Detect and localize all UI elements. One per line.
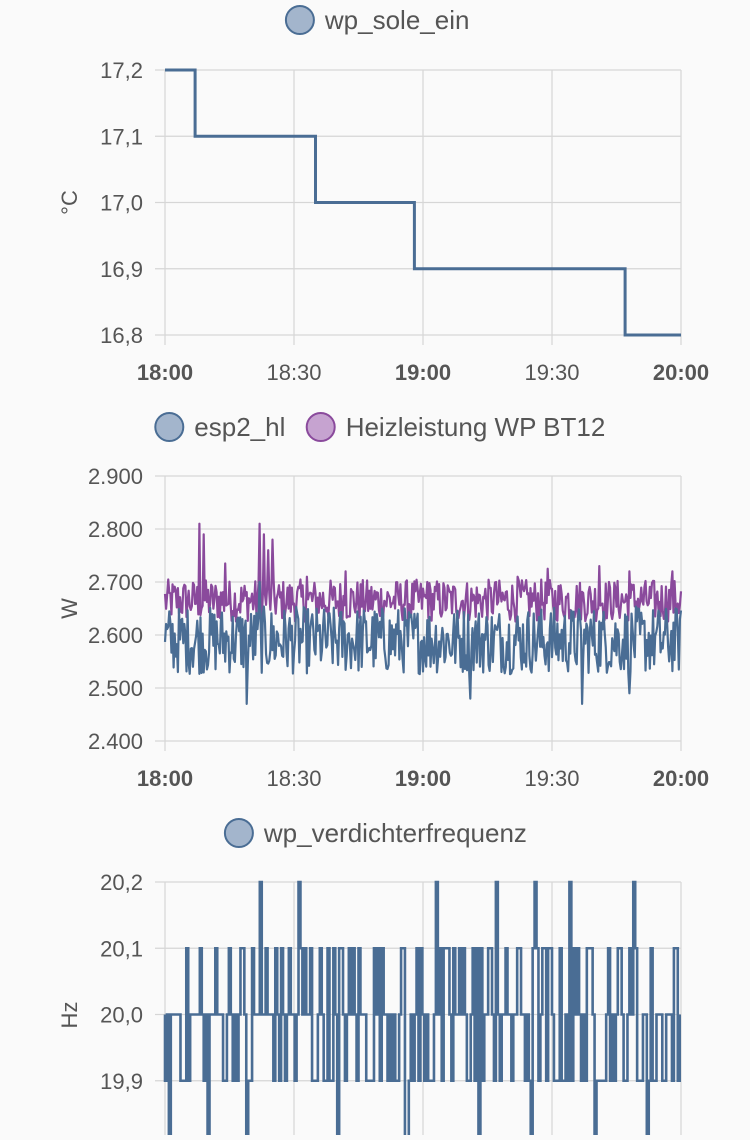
- y-tick-label: 20,2: [100, 870, 143, 895]
- legend-item-esp2-hl[interactable]: esp2_hl: [154, 412, 285, 442]
- legend[interactable]: wp_sole_ein: [284, 5, 470, 35]
- legend-item-wp-verdichterfrequenz[interactable]: wp_verdichterfrequenz: [223, 818, 527, 848]
- x-tick-label: 18:30: [266, 360, 321, 385]
- legend-label: Heizleistung WP BT12: [346, 412, 606, 442]
- y-tick-label: 16,9: [100, 257, 143, 282]
- x-tick-label: 20:00: [653, 360, 709, 385]
- y-tick-label: 2.600: [88, 623, 143, 648]
- y-tick-label: 2.800: [88, 517, 143, 542]
- x-tick-label: 20:00: [653, 766, 709, 791]
- y-axis-label: W: [57, 598, 82, 619]
- x-tick-label: 19:30: [524, 360, 579, 385]
- x-tick-label: 19:00: [395, 360, 451, 385]
- legend-label: wp_verdichterfrequenz: [263, 818, 527, 848]
- y-tick-label: 2.400: [88, 729, 143, 754]
- legend-swatch: [154, 412, 185, 442]
- legend-item-heizleistung-wp-bt12[interactable]: Heizleistung WP BT12: [305, 412, 606, 442]
- x-tick-label: 19:30: [524, 766, 579, 791]
- legend-label: wp_sole_ein: [324, 5, 470, 35]
- legend-swatch: [284, 5, 315, 35]
- y-axis-label: °C: [57, 190, 82, 215]
- series-line: [163, 522, 683, 623]
- series-line: [165, 68, 681, 337]
- series-line: [163, 880, 682, 1135]
- x-tick-label: 19:00: [395, 766, 451, 791]
- y-tick-label: 17,0: [100, 191, 143, 216]
- y-tick-label: 16,8: [100, 323, 143, 348]
- x-tick-label: 18:00: [137, 360, 193, 385]
- legend-swatch: [223, 818, 254, 848]
- y-tick-label: 2.700: [88, 570, 143, 595]
- y-tick-label: 17,1: [100, 124, 143, 149]
- series-line: [163, 580, 683, 705]
- legend-label: esp2_hl: [194, 412, 285, 442]
- x-tick-label: 18:30: [266, 766, 321, 791]
- y-tick-label: 20,0: [100, 1003, 143, 1028]
- legend-swatch: [305, 412, 336, 442]
- y-tick-label: 19,9: [100, 1069, 143, 1094]
- legend[interactable]: wp_verdichterfrequenz: [223, 818, 527, 848]
- x-tick-label: 18:00: [137, 766, 193, 791]
- legend[interactable]: esp2_hl Heizleistung WP BT12: [154, 412, 606, 442]
- y-tick-label: 2.900: [88, 464, 143, 489]
- y-tick-label: 20,1: [100, 936, 143, 961]
- y-tick-label: 2.500: [88, 676, 143, 701]
- chart-wp-sole-ein: wp_sole_ein 17,2 17,1 17,0 16,9 16,8 18:00 18:3…: [57, 5, 709, 385]
- legend-item-wp-sole-ein[interactable]: wp_sole_ein: [284, 5, 470, 35]
- chart-verdichterfrequenz: wp_verdichterfrequenz 20,2 20,1 20,0 19,9 Hz: [57, 818, 682, 1135]
- y-tick-label: 17,2: [100, 58, 143, 83]
- chart-heizleistung: esp2_hl Heizleistung WP BT12 2.900 2.800 2.7…: [57, 412, 709, 791]
- y-axis-label: Hz: [57, 1002, 82, 1029]
